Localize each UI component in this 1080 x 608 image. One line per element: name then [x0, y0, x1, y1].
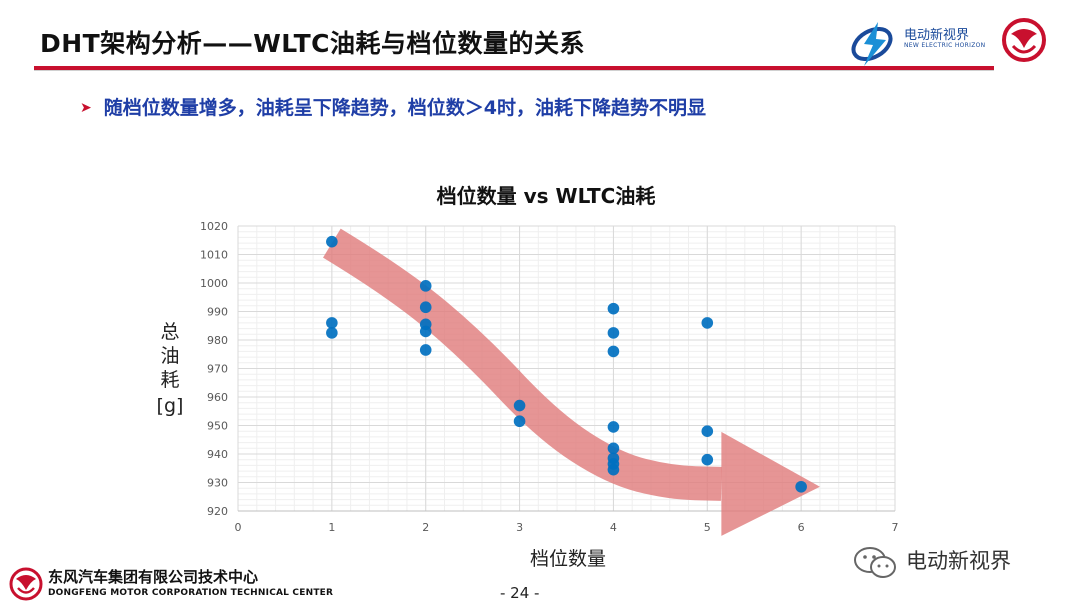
x-tick-label: 6: [798, 521, 805, 534]
data-point: [326, 317, 338, 329]
y-axis-label-line: 油: [160, 345, 179, 367]
y-tick-label: 1020: [200, 220, 228, 233]
data-point: [326, 235, 338, 248]
scatter-chart: 档位数量 vs WLTC油耗 920 930 940 950 960 970 980 990 1…: [157, 184, 899, 570]
bullet-point: ➤ 随档位数量增多，油耗呈下降趋势，档位数＞4时，油耗下降趋势不明显: [80, 93, 706, 120]
trend-arrow-body: [323, 228, 722, 501]
y-tick-label: 990: [207, 306, 228, 319]
data-point: [607, 327, 620, 339]
page-number: - 24 -: [500, 584, 540, 602]
data-point: [607, 302, 620, 315]
data-point: [419, 280, 432, 292]
data-point: [326, 327, 338, 339]
lightning-globe-logo: [851, 22, 893, 66]
data-point: [419, 325, 432, 338]
brand-name: 电动新视界: [904, 28, 970, 43]
data-point: [419, 301, 432, 314]
footer-company-en: DONGFENG MOTOR CORPORATION TECHNICAL CEN…: [48, 588, 334, 598]
data-point: [607, 463, 620, 476]
dongfeng-footer-logo: [9, 567, 43, 601]
bullet-text: 随档位数量增多，油耗呈下降趋势，档位数＞4时，油耗下降趋势不明显: [103, 97, 706, 119]
x-tick-label: 3: [516, 521, 523, 534]
trend-arrow-head: [721, 431, 820, 536]
bullet-arrow-icon: ➤: [80, 100, 92, 116]
y-axis-label-line: 总: [160, 321, 179, 343]
chart-grid: [237, 225, 896, 512]
data-point: [419, 344, 432, 356]
y-axis-label-line: 耗: [160, 369, 179, 391]
y-tick-label: 1000: [200, 277, 228, 290]
x-tick-label: 0: [235, 521, 242, 534]
chart-axes: 920 930 940 950 960 970 980 990 1000 1010 1020 0 1 2 3…: [200, 220, 899, 534]
x-axis-label: 档位数量: [530, 548, 606, 570]
data-point: [513, 415, 526, 428]
y-tick-label: 950: [207, 420, 228, 433]
x-tick-label: 2: [422, 521, 429, 534]
data-point: [513, 399, 526, 412]
data-point: [795, 480, 807, 493]
y-tick-label: 960: [207, 391, 228, 404]
title-rule-shadow: [34, 70, 994, 71]
trend-arrow: [323, 228, 820, 536]
data-point: [607, 442, 620, 455]
y-tick-label: 1010: [200, 249, 228, 262]
x-tick-label: 4: [610, 521, 617, 534]
data-point: [701, 425, 714, 437]
data-point: [607, 345, 620, 358]
y-tick-label: 970: [207, 363, 228, 376]
title-rule: [34, 66, 994, 70]
y-tick-label: 980: [207, 334, 228, 347]
chart-title: 档位数量 vs WLTC油耗: [437, 184, 656, 208]
x-tick-label: 7: [892, 521, 899, 534]
brand-tagline: NEW ELECTRIC HORIZON: [904, 42, 986, 49]
y-axis-label: 总 油 耗 [g]: [157, 321, 184, 417]
slide-title: DHT架构分析——WLTC油耗与档位数量的关系: [40, 29, 585, 58]
x-tick-label: 1: [328, 521, 335, 534]
data-point: [607, 421, 620, 433]
y-tick-label: 940: [207, 448, 228, 461]
data-points: [326, 235, 807, 493]
y-tick-label: 920: [207, 505, 228, 518]
data-point: [701, 317, 714, 329]
y-axis-label-line: [g]: [157, 395, 184, 417]
data-point: [701, 453, 714, 466]
dongfeng-logo: [1002, 18, 1046, 62]
x-tick-label: 5: [704, 521, 711, 534]
footer-company-cn: 东风汽车集团有限公司技术中心: [48, 568, 259, 586]
watermark-text: 电动新视界: [906, 549, 1011, 573]
wechat-icon: [854, 547, 896, 578]
y-tick-label: 930: [207, 477, 228, 490]
